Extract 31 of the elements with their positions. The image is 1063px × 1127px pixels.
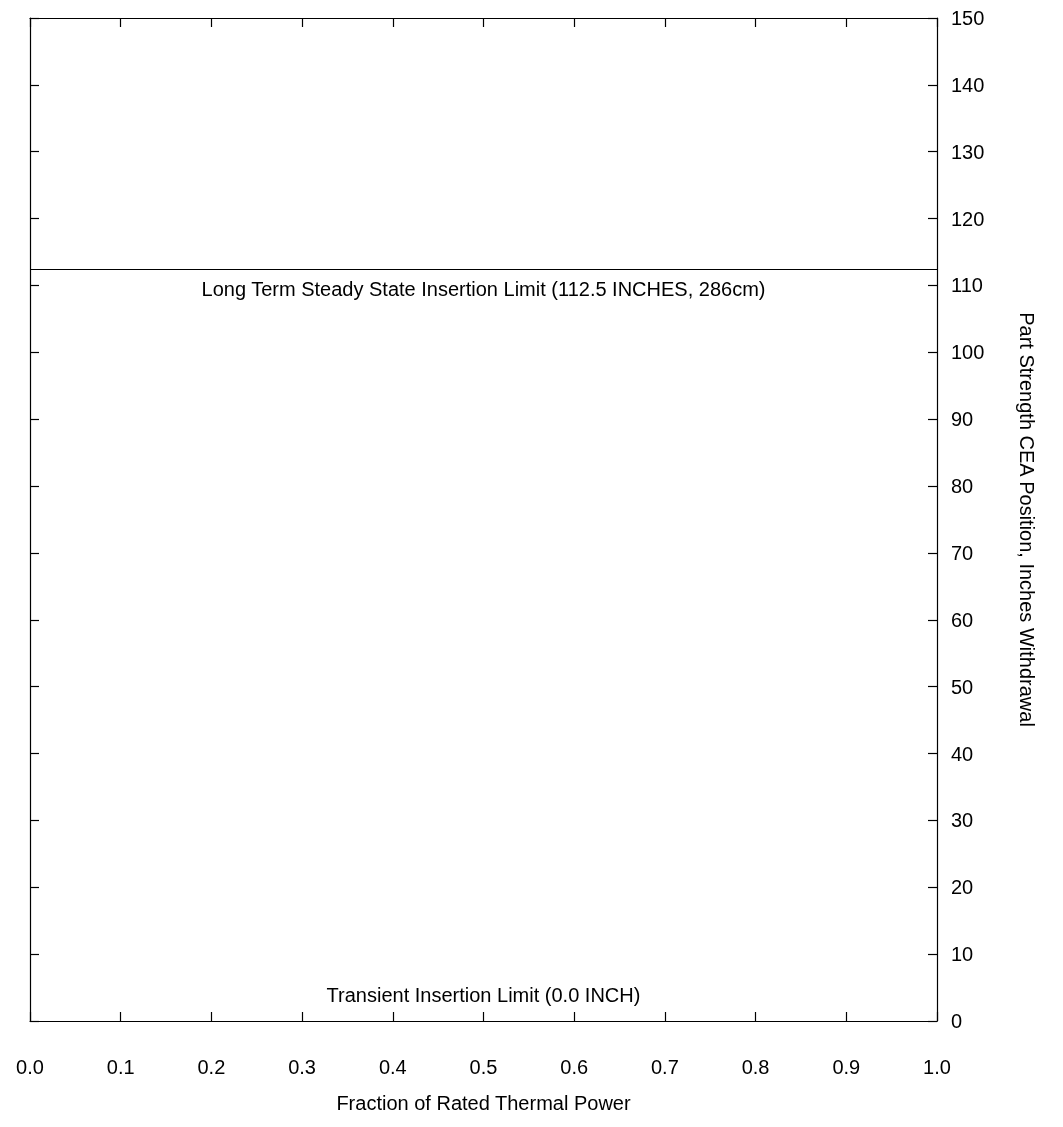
ref-line-label: Long Term Steady State Insertion Limit (112.5 INCHES, 286cm) (201, 277, 766, 300)
y2-tick-label: 140 (951, 73, 985, 96)
y2-tick-label: 80 (951, 475, 974, 498)
x-tick-label: 0.0 (16, 1056, 44, 1078)
x-tick-label: 0.1 (106, 1056, 135, 1078)
y2-tick-label: 20 (951, 876, 974, 899)
y2-axis-title: Part Strength CEA Position, Inches Withdrawal (1016, 312, 1038, 727)
x-tick-label: 0.8 (741, 1056, 770, 1078)
y2-tick-label: 130 (951, 140, 985, 163)
y2-tick-label: 90 (951, 408, 974, 431)
y2-tick-label: 120 (951, 207, 985, 230)
annotation: Transient Insertion Limit (0.0 INCH) (326, 984, 641, 1006)
y2-tick-label: 40 (951, 742, 974, 765)
x-tick-label: 0.9 (832, 1056, 861, 1078)
y2-tick-label: 150 (951, 7, 985, 29)
y2-tick-label: 110 (951, 274, 983, 297)
y2-tick-label: 60 (951, 608, 974, 631)
y2-tick-label: 0 (951, 1010, 963, 1032)
y2-tick-label: 10 (951, 943, 974, 966)
y2-tick-label: 30 (951, 809, 974, 832)
y2-tick-label: 50 (951, 675, 974, 698)
x-tick-label: 0.3 (288, 1056, 317, 1078)
y2-tick-label: 70 (951, 541, 974, 564)
x-tick-label: 1.0 (923, 1056, 951, 1078)
x-tick-label: 0.6 (560, 1056, 589, 1078)
x-tick-label: 0.2 (197, 1056, 226, 1078)
x-tick-label: 0.5 (469, 1056, 498, 1078)
x-tick-label: 0.4 (378, 1056, 407, 1078)
x-axis-title: Fraction of Rated Thermal Power (336, 1092, 631, 1114)
x-tick-label: 0.7 (650, 1056, 679, 1078)
y2-tick-label: 100 (951, 341, 985, 364)
